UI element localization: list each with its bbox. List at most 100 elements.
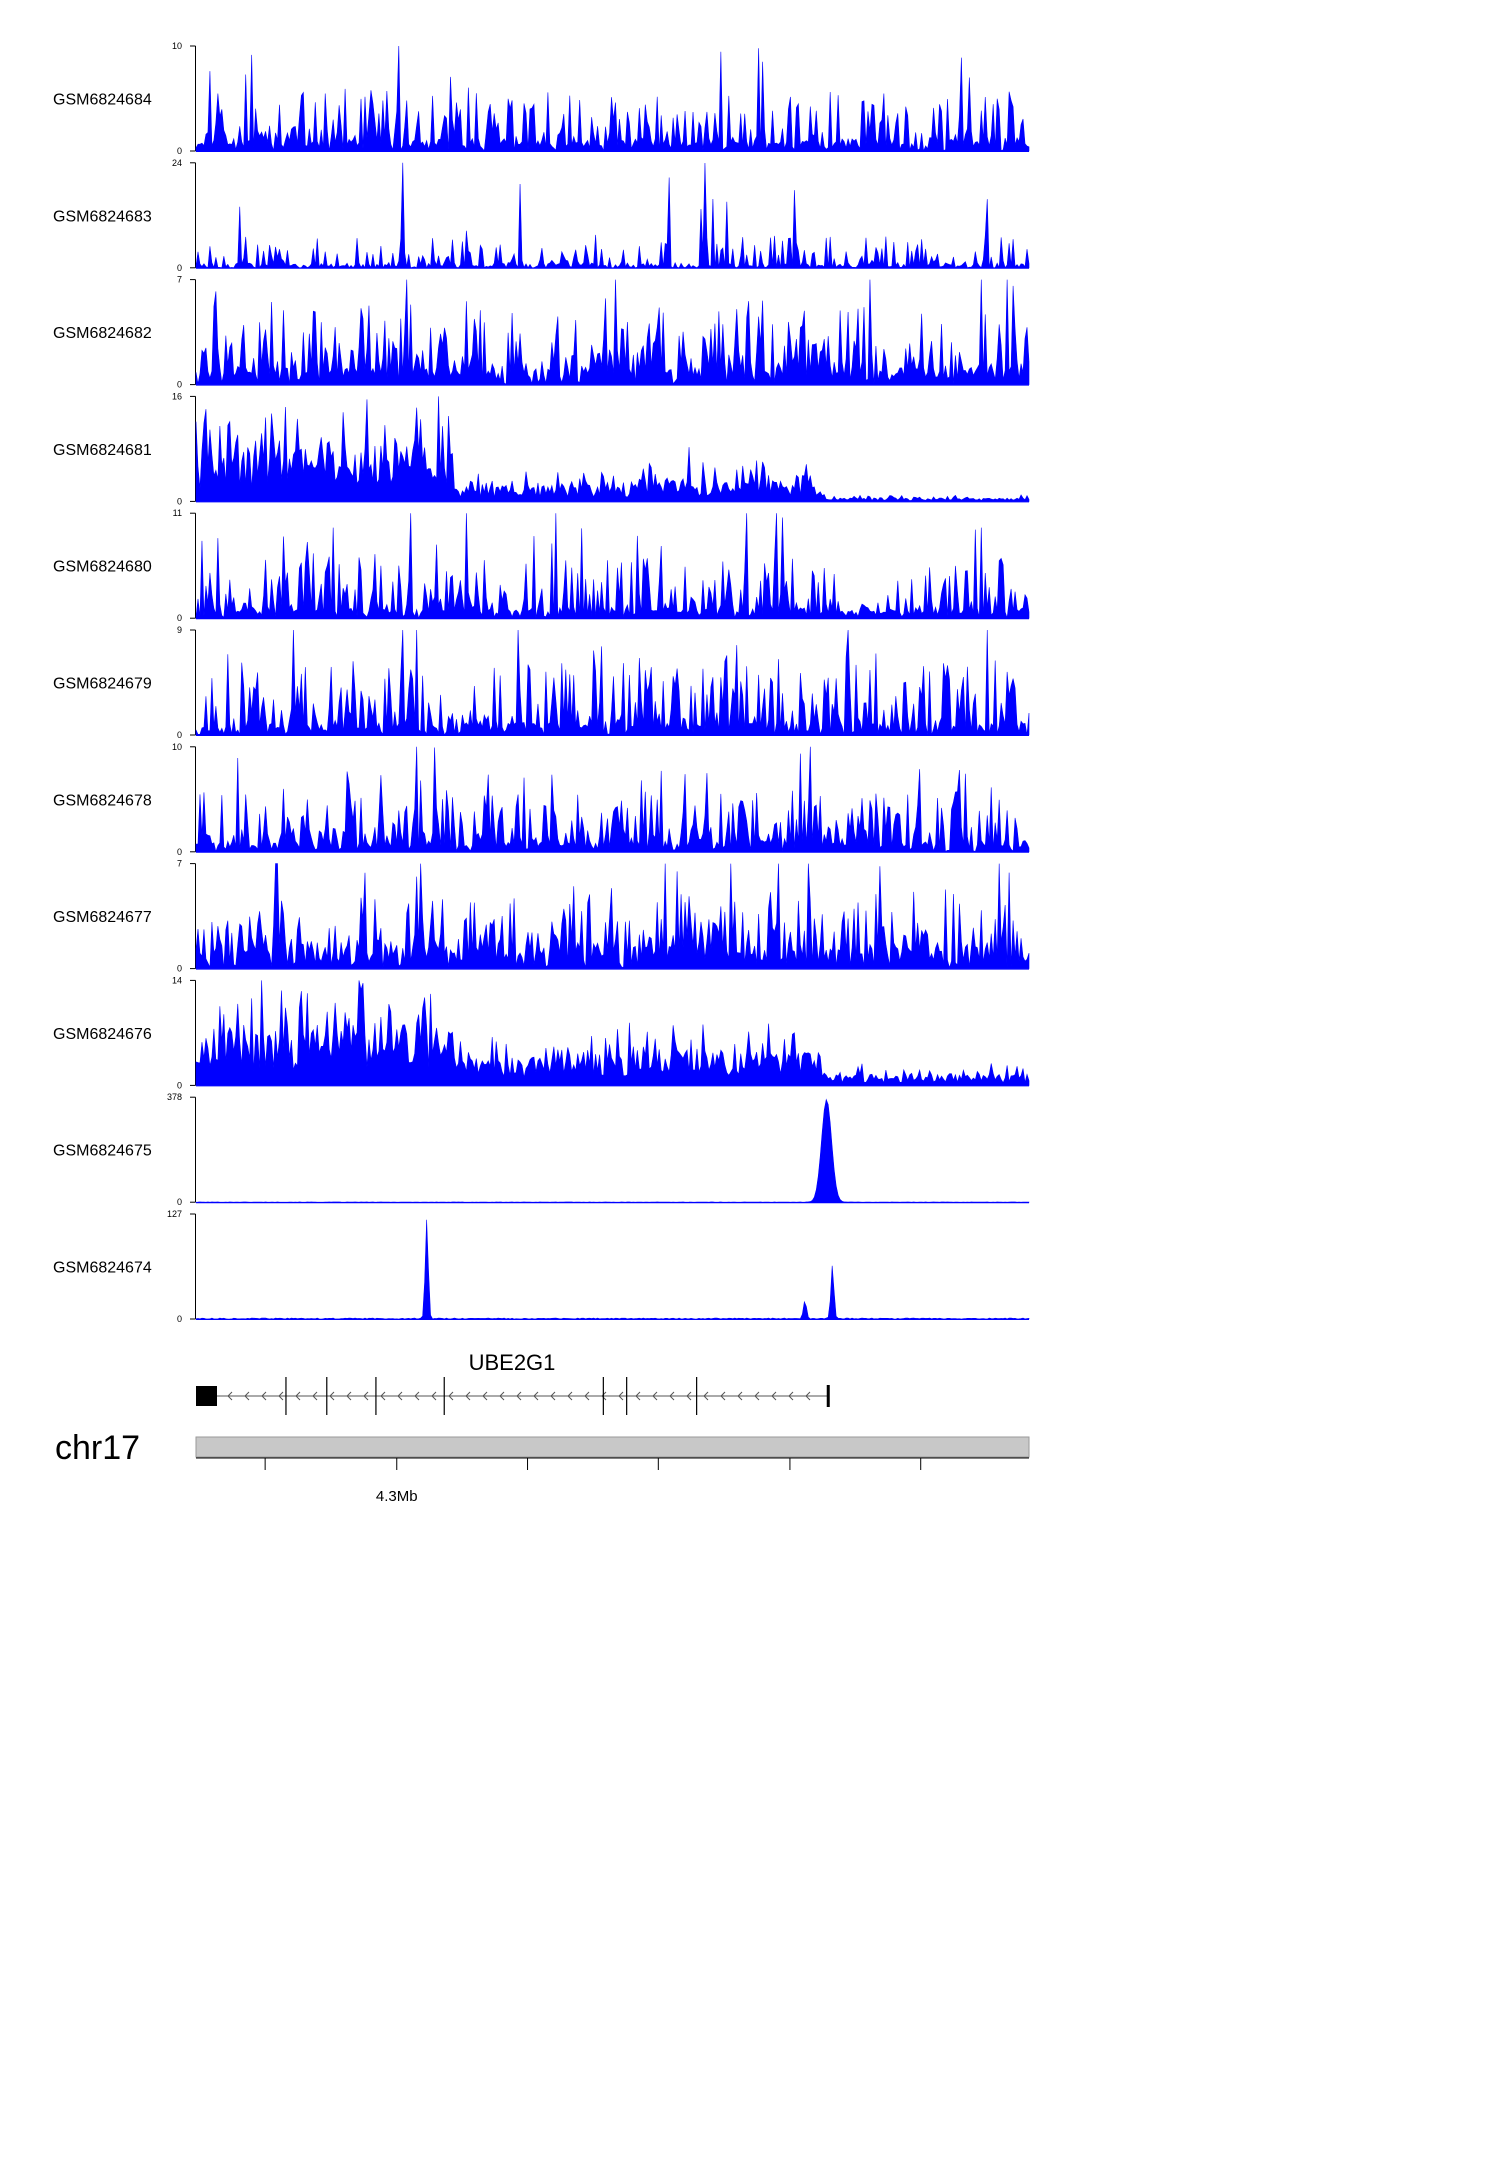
strand-arrow — [567, 1391, 573, 1401]
track-ymax-label: 7 — [177, 275, 182, 285]
strand-arrow — [363, 1391, 369, 1401]
track-name-label: GSM6824682 — [53, 325, 152, 342]
strand-arrow — [533, 1391, 539, 1401]
track-ymin-label: 0 — [177, 847, 182, 857]
track-name-label: GSM6824680 — [53, 559, 152, 576]
track-ymax-label: 14 — [172, 975, 182, 985]
signal-area — [195, 513, 1030, 619]
signal-area — [195, 980, 1030, 1086]
track-ymin-label: 0 — [177, 1314, 182, 1324]
track-GSM6824674: 127 0 GSM6824674 — [53, 1209, 1030, 1324]
track-GSM6824682: 7 0 GSM6824682 — [53, 275, 1030, 390]
strand-arrow — [771, 1391, 777, 1401]
strand-arrow — [584, 1391, 590, 1401]
strand-arrow — [635, 1391, 641, 1401]
track-ymin-label: 0 — [177, 1080, 182, 1090]
chromosome-ideogram-bar — [195, 1436, 1030, 1458]
track-name-label: GSM6824684 — [53, 92, 152, 109]
strand-arrow — [227, 1391, 233, 1401]
track-ymax-label: 10 — [172, 41, 182, 51]
track-name-label: GSM6824676 — [53, 1026, 152, 1043]
strand-arrow — [499, 1391, 505, 1401]
track-name-label: GSM6824679 — [53, 676, 152, 693]
signal-area — [195, 162, 1030, 269]
track-ymax-label: 127 — [167, 1209, 182, 1219]
track-ymax-label: 10 — [172, 742, 182, 752]
track-name-label: GSM6824683 — [53, 208, 152, 225]
gene-track — [196, 1377, 830, 1415]
genomic-axis: 4.3Mb — [196, 1457, 1029, 1505]
track-GSM6824680: 11 0 GSM6824680 — [53, 508, 1030, 623]
strand-arrow — [414, 1391, 420, 1401]
track-GSM6824679: 9 0 GSM6824679 — [53, 625, 1030, 740]
track-GSM6824676: 14 0 GSM6824676 — [53, 975, 1030, 1090]
strand-arrow — [720, 1391, 726, 1401]
strand-arrow — [431, 1391, 437, 1401]
track-ymin-label: 0 — [177, 380, 182, 390]
strand-arrow — [550, 1391, 556, 1401]
signal-area — [195, 629, 1030, 736]
gene-name-label: UBE2G1 — [469, 1350, 556, 1375]
strand-arrow — [618, 1391, 624, 1401]
track-ymax-label: 16 — [172, 391, 182, 401]
strand-arrow — [482, 1391, 488, 1401]
strand-arrow — [652, 1391, 658, 1401]
strand-arrow — [312, 1391, 318, 1401]
track-name-label: GSM6824675 — [53, 1143, 152, 1160]
strand-arrow — [261, 1391, 267, 1401]
track-GSM6824678: 10 0 GSM6824678 — [53, 742, 1030, 857]
signal-area — [195, 863, 1030, 969]
strand-arrow — [295, 1391, 301, 1401]
signal-area — [195, 45, 1030, 152]
track-ymin-label: 0 — [177, 146, 182, 156]
track-ymin-label: 0 — [177, 964, 182, 974]
track-GSM6824675: 378 0 GSM6824675 — [53, 1092, 1030, 1207]
track-GSM6824677: 7 0 GSM6824677 — [53, 859, 1030, 974]
track-ymax-label: 11 — [173, 508, 182, 518]
signal-area — [195, 1098, 1030, 1203]
strand-arrow — [703, 1391, 709, 1401]
strand-arrow — [380, 1391, 386, 1401]
signal-tracks: 10 0 GSM6824684 24 0 GSM6824683 7 0 GSM6824682 16… — [53, 41, 1030, 1324]
chromosome-label: chr17 — [55, 1429, 140, 1467]
track-name-label: GSM6824681 — [53, 442, 152, 459]
genome-track-figure: 10 0 GSM6824684 24 0 GSM6824683 7 0 GSM6824682 16… — [53, 41, 1030, 1505]
track-ymin-label: 0 — [177, 263, 182, 273]
axis-tick-label: 4.3Mb — [376, 1488, 418, 1505]
track-ymin-label: 0 — [177, 613, 182, 623]
gene-exon — [826, 1385, 830, 1407]
strand-arrow — [278, 1391, 284, 1401]
strand-arrow — [737, 1391, 743, 1401]
strand-arrow — [397, 1391, 403, 1401]
track-name-label: GSM6824674 — [53, 1260, 152, 1277]
track-ymax-label: 7 — [177, 859, 182, 869]
track-ymax-label: 378 — [167, 1092, 182, 1102]
strand-arrow — [805, 1391, 811, 1401]
gene-exon-block — [196, 1386, 217, 1406]
signal-area — [195, 396, 1030, 502]
track-ymax-label: 24 — [172, 158, 182, 168]
strand-arrow — [788, 1391, 794, 1401]
strand-arrow — [686, 1391, 692, 1401]
track-name-label: GSM6824677 — [53, 909, 152, 926]
strand-arrow — [516, 1391, 522, 1401]
track-ymin-label: 0 — [177, 730, 182, 740]
strand-arrow — [601, 1391, 607, 1401]
track-name-label: GSM6824678 — [53, 792, 152, 809]
signal-area — [195, 1219, 1030, 1320]
strand-arrow — [244, 1391, 250, 1401]
strand-arrow — [465, 1391, 471, 1401]
signal-area — [195, 746, 1030, 853]
strand-arrow — [669, 1391, 675, 1401]
signal-area — [195, 279, 1030, 385]
track-ymin-label: 0 — [177, 1197, 182, 1207]
track-GSM6824683: 24 0 GSM6824683 — [53, 158, 1030, 273]
track-ymax-label: 9 — [177, 625, 182, 635]
strand-arrow — [754, 1391, 760, 1401]
track-GSM6824681: 16 0 GSM6824681 — [53, 391, 1030, 506]
track-GSM6824684: 10 0 GSM6824684 — [53, 41, 1030, 156]
strand-arrow — [448, 1391, 454, 1401]
strand-arrow — [329, 1391, 335, 1401]
track-ymin-label: 0 — [177, 496, 182, 506]
strand-arrow — [346, 1391, 352, 1401]
